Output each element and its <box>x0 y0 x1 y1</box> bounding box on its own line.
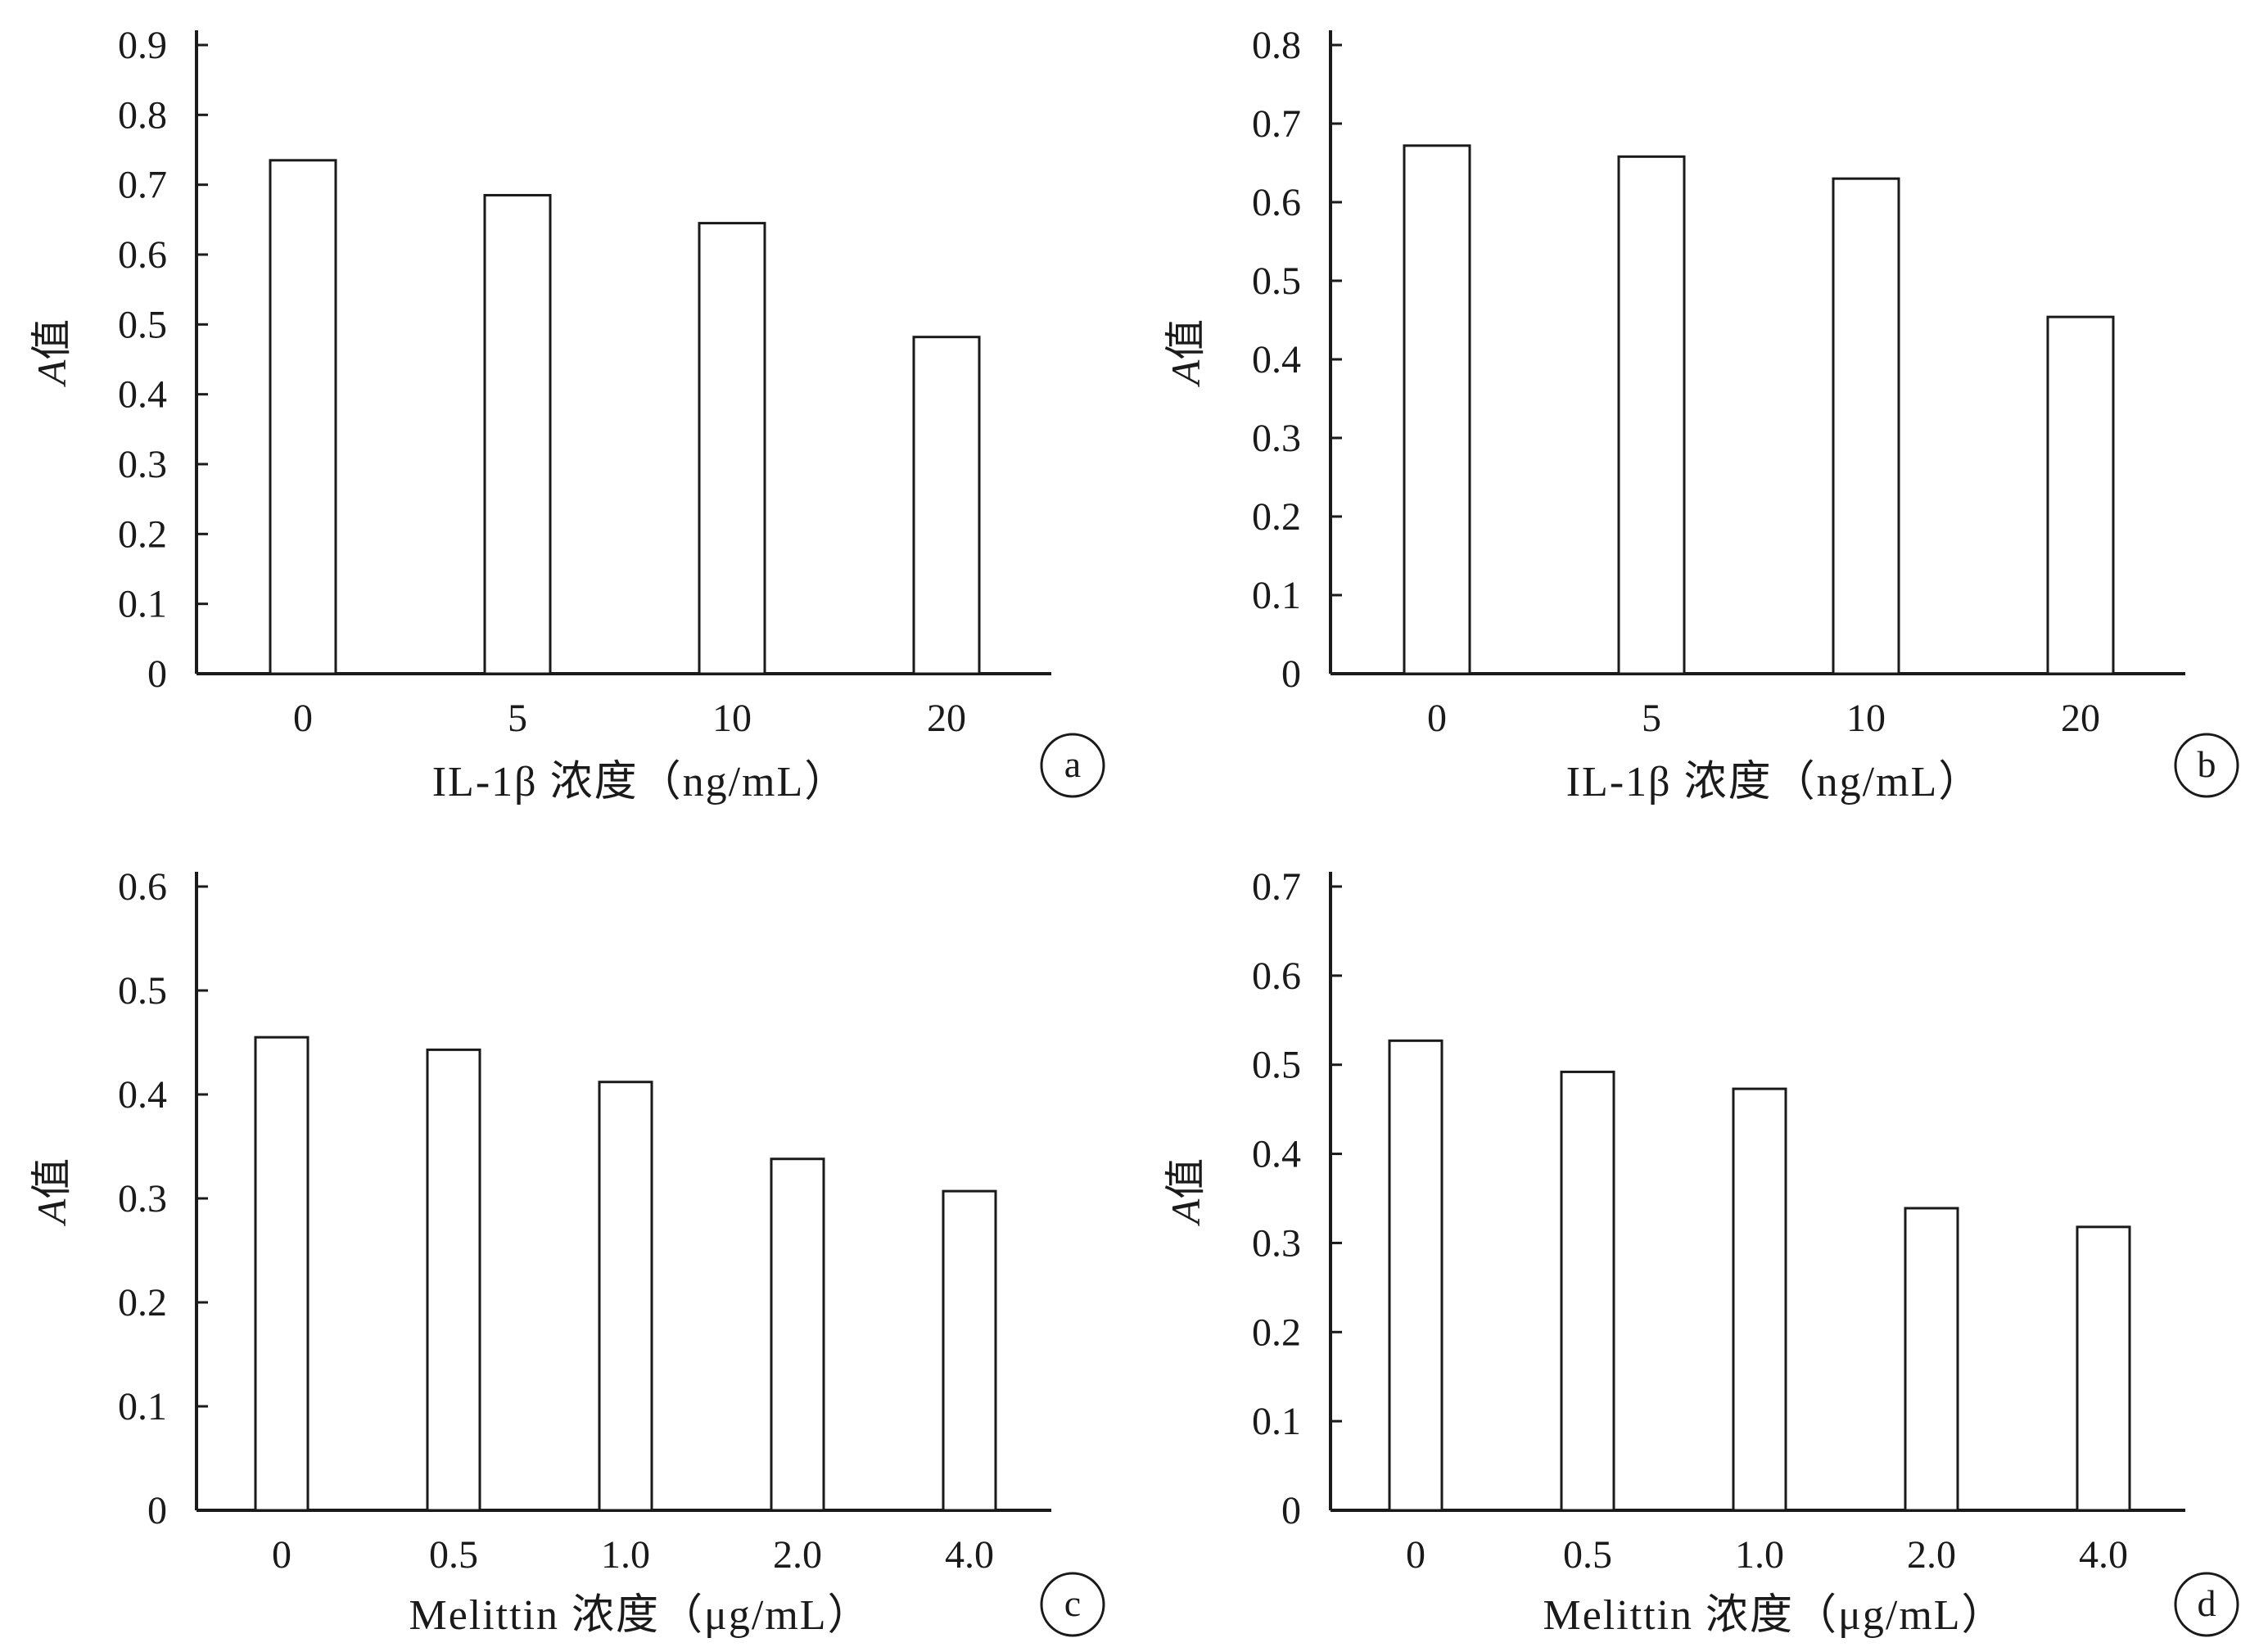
bar-5 <box>1617 155 1686 675</box>
bar-20 <box>912 336 981 675</box>
panel-badge-circle <box>2174 733 2239 798</box>
panel-badge-circle <box>1040 1572 1105 1637</box>
x-axis-label: Melittin 浓度（μg/mL） <box>1543 1592 2005 1639</box>
x-tick-label: 0 <box>1427 697 1447 740</box>
y-tick-label: 0.3 <box>118 443 167 486</box>
chart-panel-a: 0 0.1 0.2 0.3 0.4 0.5 0.6 0.7 0.8 0.9 0 5 10 20 A值 IL-1… <box>29 24 1105 805</box>
x-tick-label: 5 <box>1642 697 1661 740</box>
y-tick-label: 0.7 <box>1252 865 1301 909</box>
x-tick-label: 2.0 <box>773 1533 822 1577</box>
y-tick-label: 0.7 <box>118 164 167 207</box>
bar-5 <box>483 193 552 675</box>
y-tick-label: 0.5 <box>1252 1044 1301 1087</box>
y-tick-label: 0 <box>1281 1489 1301 1532</box>
x-tick-label: 4.0 <box>2079 1533 2128 1577</box>
y-tick-label: 0.2 <box>118 512 167 556</box>
x-tick-label: 10 <box>1846 697 1886 740</box>
bar-0 <box>254 1036 309 1512</box>
bar-0 <box>1388 1039 1443 1512</box>
bar-1.0 <box>1732 1087 1787 1512</box>
y-tick-label: 0.2 <box>118 1281 167 1324</box>
y-tick-label: 0.4 <box>1252 338 1301 381</box>
x-tick-label: 20 <box>927 697 966 740</box>
y-tick-label: 0 <box>147 652 167 696</box>
chart-panel-b: 0 0.1 0.2 0.3 0.4 0.5 0.6 0.7 0.8 0 5 10 20 A值 IL-1β 浓… <box>1163 24 2239 805</box>
x-tick-label: 20 <box>2061 697 2100 740</box>
y-tick-label: 0.1 <box>1252 574 1301 617</box>
y-axis-label: A值 <box>29 1158 75 1227</box>
x-tick-label: 0.5 <box>1563 1533 1612 1577</box>
y-tick-label: 0.3 <box>118 1177 167 1221</box>
x-tick-label: 10 <box>712 697 752 740</box>
y-tick-label: 0.5 <box>1252 259 1301 303</box>
y-tick-label: 0.7 <box>1252 102 1301 146</box>
y-tick-label: 0.8 <box>118 93 167 137</box>
bar-1.0 <box>598 1081 653 1512</box>
x-tick-label: 1.0 <box>601 1533 650 1577</box>
x-axis-label: Melittin 浓度（μg/mL） <box>409 1592 871 1639</box>
y-axis-label: A值 <box>1163 319 1209 388</box>
x-tick-label: 1.0 <box>1735 1533 1784 1577</box>
x-axis-label: IL-1β 浓度（ng/mL） <box>1566 759 1983 805</box>
bar-10 <box>698 222 766 675</box>
bar-4.0 <box>942 1189 997 1512</box>
y-tick-label: 0 <box>1281 652 1301 696</box>
y-tick-label: 0.9 <box>118 24 167 67</box>
y-tick-label: 0.6 <box>1252 181 1301 224</box>
chart-panel-c: 0 0.1 0.2 0.3 0.4 0.5 0.6 0 0.5 1.0 2.0 4.0 A值 Melitt… <box>29 865 1105 1639</box>
y-tick-label: 0.1 <box>118 1385 167 1428</box>
y-tick-label: 0.5 <box>118 303 167 346</box>
chart-panel-d: 0 0.1 0.2 0.3 0.4 0.5 0.6 0.7 0 0.5 1.0 2.0 4.0 A值 Mel… <box>1163 865 2239 1639</box>
y-axis-label: A值 <box>29 319 75 388</box>
y-tick-label: 0.8 <box>1252 24 1301 67</box>
panel-badge-circle <box>1040 733 1105 798</box>
bar-2.0 <box>1904 1207 1959 1512</box>
y-tick-label: 0 <box>147 1489 167 1532</box>
y-tick-label: 0.4 <box>118 373 167 417</box>
bar-2.0 <box>770 1157 825 1512</box>
panel-label: b <box>2198 743 2216 785</box>
x-tick-label: 0 <box>272 1533 291 1577</box>
y-tick-label: 0.6 <box>118 233 167 277</box>
y-tick-label: 0.6 <box>1252 954 1301 998</box>
bar-0 <box>1403 144 1471 675</box>
bar-0.5 <box>426 1048 481 1512</box>
bar-0 <box>269 159 337 675</box>
bar-10 <box>1832 177 1900 675</box>
x-tick-label: 0.5 <box>429 1533 478 1577</box>
bar-0.5 <box>1560 1070 1615 1512</box>
y-tick-label: 0.2 <box>1252 495 1301 539</box>
y-axis-label: A值 <box>1163 1158 1209 1227</box>
y-tick-label: 0.3 <box>1252 1221 1301 1265</box>
y-tick-label: 0.6 <box>118 865 167 909</box>
panel-label: d <box>2198 1582 2216 1624</box>
x-tick-label: 0 <box>1406 1533 1425 1577</box>
y-tick-label: 0.1 <box>118 583 167 626</box>
panel-label: c <box>1064 1582 1081 1624</box>
bar-4.0 <box>2076 1225 2131 1512</box>
y-tick-label: 0.4 <box>118 1073 167 1117</box>
y-tick-label: 0.4 <box>1252 1133 1301 1176</box>
x-tick-label: 5 <box>508 697 527 740</box>
y-tick-label: 0.1 <box>1252 1400 1301 1443</box>
panel-label: a <box>1064 743 1081 785</box>
y-tick-label: 0.5 <box>118 969 167 1013</box>
y-tick-label: 0.2 <box>1252 1311 1301 1354</box>
x-axis-label: IL-1β 浓度（ng/mL） <box>432 759 849 805</box>
x-tick-label: 2.0 <box>1907 1533 1956 1577</box>
bar-20 <box>2046 315 2115 675</box>
x-tick-label: 4.0 <box>945 1533 994 1577</box>
x-tick-label: 0 <box>293 697 313 740</box>
panel-badge-circle <box>2174 1572 2239 1637</box>
y-tick-label: 0.3 <box>1252 417 1301 460</box>
